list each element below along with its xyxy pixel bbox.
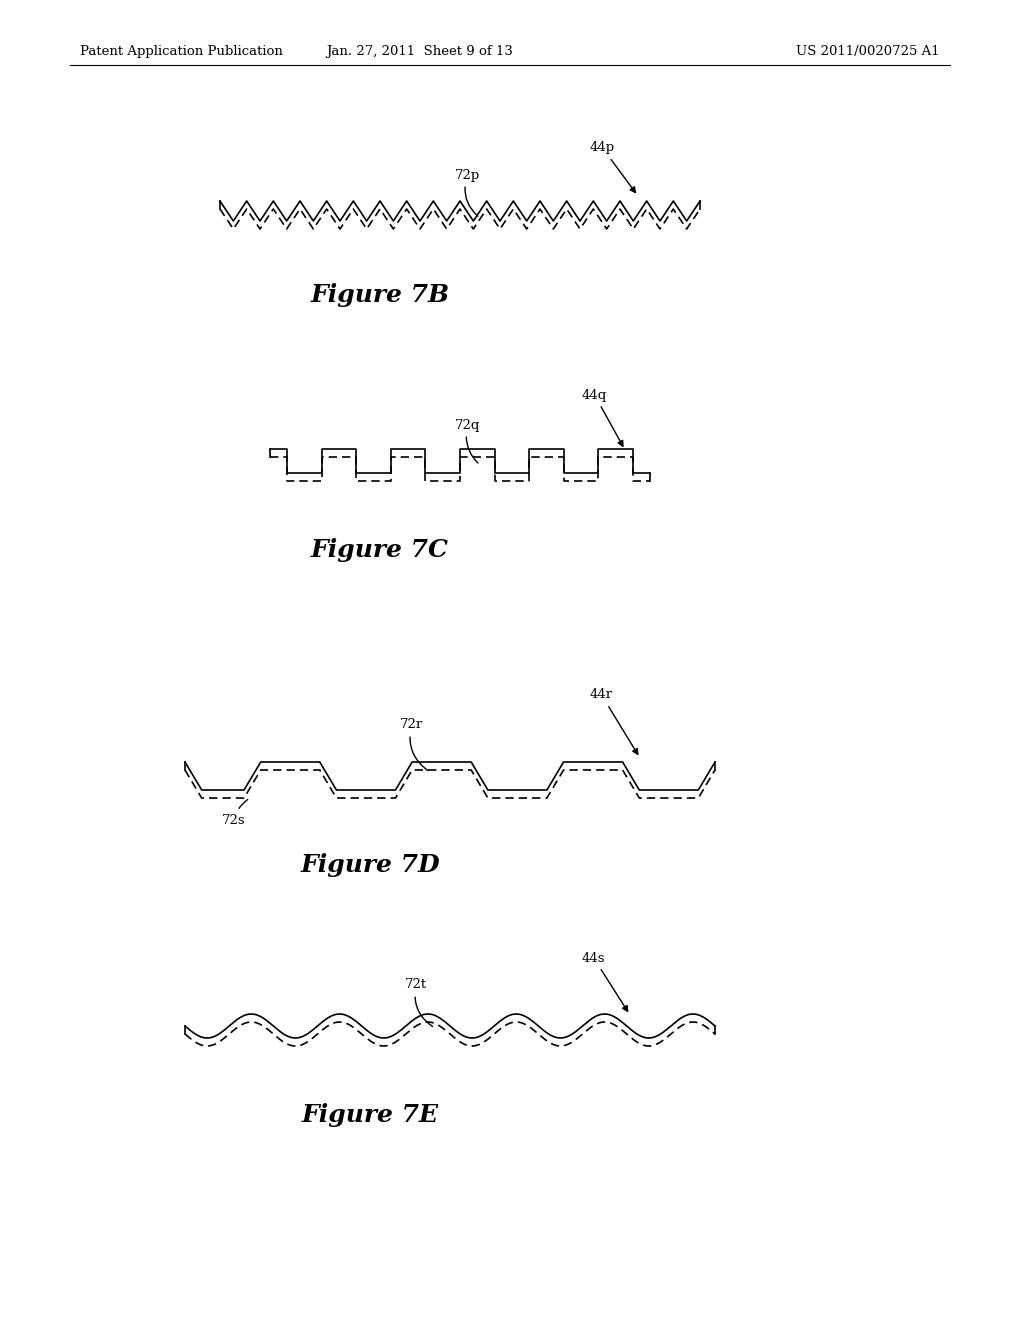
Text: Figure 7D: Figure 7D <box>300 853 440 876</box>
Text: Jan. 27, 2011  Sheet 9 of 13: Jan. 27, 2011 Sheet 9 of 13 <box>327 45 513 58</box>
Text: 72s: 72s <box>222 800 248 826</box>
Text: 72q: 72q <box>455 418 480 463</box>
Text: 72r: 72r <box>400 718 428 771</box>
Text: 72t: 72t <box>406 978 433 1027</box>
Text: 44r: 44r <box>590 689 638 754</box>
Text: US 2011/0020725 A1: US 2011/0020725 A1 <box>797 45 940 58</box>
Text: Patent Application Publication: Patent Application Publication <box>80 45 283 58</box>
Text: Figure 7C: Figure 7C <box>311 539 449 562</box>
Text: Figure 7E: Figure 7E <box>301 1104 438 1127</box>
Text: 72p: 72p <box>455 169 480 216</box>
Text: Figure 7B: Figure 7B <box>310 282 450 308</box>
Text: 44p: 44p <box>590 141 636 193</box>
Text: 44s: 44s <box>582 952 628 1011</box>
Text: 44q: 44q <box>582 388 623 446</box>
